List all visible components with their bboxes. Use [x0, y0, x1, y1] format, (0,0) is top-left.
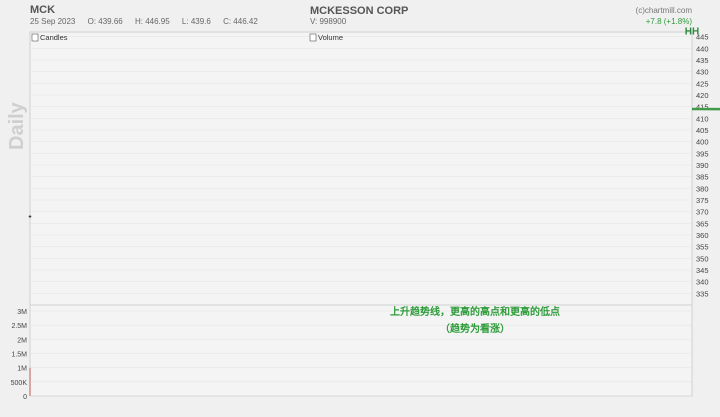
price-tick-label: 425	[696, 79, 709, 88]
volume-legend: Volume	[318, 33, 343, 42]
price-tick-label: 395	[696, 149, 709, 158]
volume-tick-label: 2M	[17, 337, 27, 344]
volume-readout: V: 998900	[310, 17, 347, 26]
date-readout: 25 Sep 2023	[30, 17, 76, 26]
price-tick-label: 340	[696, 278, 709, 287]
volume-panel	[29, 304, 693, 397]
price-tick-label: 415	[696, 103, 709, 112]
price-tick-label: 350	[696, 254, 709, 263]
price-tick-label: 390	[696, 161, 709, 170]
candle-body	[28, 215, 32, 218]
price-tick-label: 375	[696, 196, 709, 205]
trend-annotation: 上升趋势线，更高的高点和更高的低点	[390, 305, 560, 318]
price-tick-label: 440	[696, 44, 709, 53]
candles-legend-icon	[31, 33, 39, 42]
price-tick-label: 445	[696, 33, 709, 42]
price-tick-label: 380	[696, 184, 709, 193]
price-tick-label: 355	[696, 243, 709, 252]
high-readout: H: 446.95	[134, 17, 170, 26]
open-readout: O: 439.66	[87, 17, 123, 26]
price-tick-label: 410	[696, 114, 709, 123]
price-change: +7.8 (+1.8%)	[645, 17, 692, 26]
price-tick-label: 365	[696, 219, 709, 228]
price-tick-label: 400	[696, 138, 709, 147]
higher-high-label: HH	[685, 26, 699, 37]
candles-legend: Candles	[40, 33, 68, 42]
price-tick-label: 360	[696, 231, 709, 240]
price-tick-label: 420	[696, 91, 709, 100]
price-tick-label: 385	[696, 173, 709, 182]
low-readout: L: 439.6	[181, 17, 211, 26]
volume-tick-label: 500K	[11, 380, 28, 387]
volume-tick-label: 0	[23, 394, 27, 401]
price-tick-label: 345	[696, 266, 709, 275]
price-panel	[29, 31, 693, 306]
volume-tick-label: 2.5M	[11, 323, 27, 330]
price-tick-label: 370	[696, 208, 709, 217]
ticker-symbol: MCK	[30, 4, 56, 16]
price-tick-label: 405	[696, 126, 709, 135]
close-readout: C: 446.42	[223, 17, 258, 26]
brand-credit: (c)chartmill.com	[635, 6, 692, 15]
price-tick-label: 335	[696, 289, 709, 298]
volume-tick-label: 1.5M	[11, 352, 27, 359]
volume-bar	[29, 367, 31, 396]
company-name: MCKESSON CORP	[310, 5, 409, 17]
volume-tick-label: 1M	[17, 366, 27, 373]
ohlc-readout: 25 Sep 2023 O: 439.66 H: 446.95 L: 439.6…	[30, 17, 268, 26]
price-tick-label: 435	[696, 56, 709, 65]
trend-subannotation: （趋势为看涨）	[440, 322, 510, 335]
price-tick-label: 430	[696, 68, 709, 77]
chart-header: MCK 25 Sep 2023 O: 439.66 H: 446.95 L: 4…	[0, 0, 720, 30]
volume-tick-label: 3M	[17, 309, 27, 316]
volume-legend-icon	[309, 33, 317, 42]
